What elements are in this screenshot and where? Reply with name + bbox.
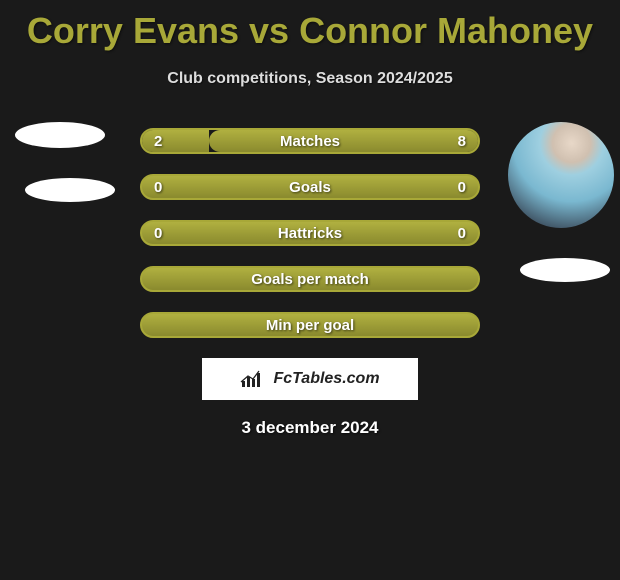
player-left-shape-2 xyxy=(25,178,115,202)
bar-chart-icon xyxy=(240,369,266,389)
stat-label: Min per goal xyxy=(266,317,354,334)
stat-label: Goals xyxy=(289,179,331,196)
logo-box: FcTables.com xyxy=(202,358,418,400)
stat-row-goals-per-match: Goals per match xyxy=(140,266,480,292)
stat-left-value: 0 xyxy=(154,225,162,242)
stat-row-hattricks: 0 Hattricks 0 xyxy=(140,220,480,246)
player-right-shape xyxy=(520,258,610,282)
page-title: Corry Evans vs Connor Mahoney xyxy=(0,0,620,52)
date-text: 3 december 2024 xyxy=(0,418,620,438)
stat-right-value: 0 xyxy=(458,179,466,196)
stat-label: Hattricks xyxy=(278,225,342,242)
stat-left-value: 2 xyxy=(154,133,162,150)
player-right-photo xyxy=(508,122,614,228)
stat-right-value: 8 xyxy=(458,133,466,150)
stat-row-matches: 2 Matches 8 xyxy=(140,128,480,154)
stat-label: Goals per match xyxy=(251,271,369,288)
stat-row-goals: 0 Goals 0 xyxy=(140,174,480,200)
stat-right-value: 0 xyxy=(458,225,466,242)
stat-left-value: 0 xyxy=(154,179,162,196)
subtitle: Club competitions, Season 2024/2025 xyxy=(0,70,620,88)
stat-label: Matches xyxy=(280,133,340,150)
logo-text: FcTables.com xyxy=(273,370,379,388)
stat-row-min-per-goal: Min per goal xyxy=(140,312,480,338)
player-left-shape-1 xyxy=(15,122,105,148)
